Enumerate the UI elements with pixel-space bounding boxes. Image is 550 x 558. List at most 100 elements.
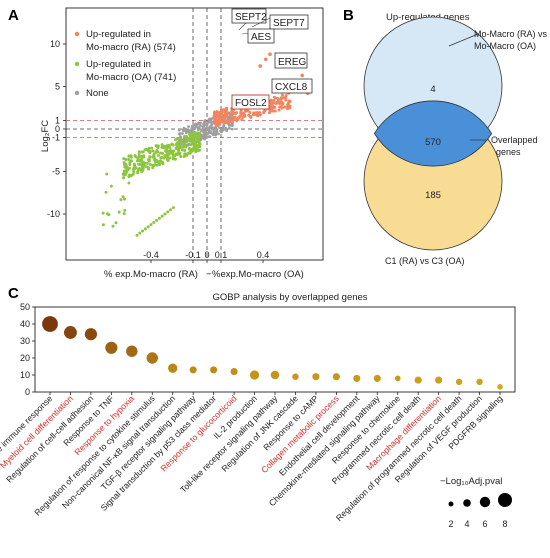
point-up-oa (190, 139, 194, 143)
point-up-oa (166, 158, 170, 162)
point-up-oa (175, 146, 179, 150)
point-up-ra (280, 103, 284, 107)
point-none (214, 133, 218, 137)
point-none (178, 132, 182, 135)
gobp-bubble (394, 375, 401, 382)
size-legend-dot-6 (479, 496, 491, 508)
point-none (230, 127, 234, 131)
point-up-oa (145, 161, 149, 165)
point-up-oa-tail (146, 225, 150, 229)
point-up-oa (168, 146, 172, 150)
point-none (177, 128, 181, 132)
labeled-point (264, 57, 268, 62)
gene-label-sept7: SEPT7 (273, 18, 305, 29)
point-up-ra (288, 106, 292, 110)
a-ytick-label: -5 (52, 167, 60, 177)
panel-a-xlabel-right: %exp.Mo-macro (OA) (212, 269, 304, 280)
legend-ra-line2: Mo-macro (RA) (574) (86, 42, 176, 53)
point-up-oa-outlier (111, 224, 115, 228)
point-none (207, 118, 210, 122)
point-up-oa (196, 148, 200, 152)
point-none (187, 125, 190, 129)
point-none (228, 126, 231, 130)
legend-none: None (86, 88, 109, 99)
point-up-ra (269, 99, 273, 103)
point-up-oa (184, 140, 188, 144)
point-up-oa (157, 162, 161, 166)
point-up-oa (175, 142, 179, 146)
point-up-oa (132, 170, 136, 174)
point-none (215, 127, 219, 131)
point-up-ra (231, 116, 235, 120)
gene-label-cxcl8: CXCL8 (275, 82, 308, 93)
panel-a-xlabel-minus: − (206, 269, 212, 280)
point-up-ra (214, 117, 218, 121)
gobp-bubble (210, 366, 218, 374)
point-up-oa-outlier (121, 195, 125, 199)
point-none (209, 124, 213, 128)
venn-bottom-label: C1 (RA) vs C3 (OA) (385, 256, 465, 266)
gobp-bubble (455, 378, 463, 385)
panel-c-bubbles (42, 316, 503, 390)
legend-oa-line2: Mo-macro (OA) (741) (86, 72, 176, 83)
gobp-bubble (476, 378, 483, 385)
gene-label-sept2: SEPT2 (235, 12, 267, 23)
point-none (199, 124, 202, 128)
point-up-ra (268, 111, 272, 115)
a-ytick-label: 1 (55, 116, 60, 126)
point-up-oa (165, 155, 169, 159)
point-none (217, 132, 220, 136)
point-up-oa (171, 157, 175, 161)
venn-top-label-1: Mo-Macro (RA) vs (474, 29, 548, 39)
point-up-ra (276, 98, 280, 102)
panel-c-letter: C (8, 285, 19, 302)
point-up-oa (141, 164, 145, 168)
point-up-oa (137, 158, 141, 162)
gobp-bubble (332, 373, 340, 381)
point-up-oa (148, 163, 152, 167)
point-up-oa (133, 154, 137, 158)
sept7-leader (251, 17, 271, 28)
point-up-oa (151, 166, 155, 170)
point-up-oa (189, 150, 193, 154)
point-up-oa-tail (163, 212, 167, 216)
point-up-oa (180, 148, 184, 152)
point-up-ra (215, 110, 219, 114)
point-up-oa-outlier (104, 190, 108, 194)
size-legend-label-8: 8 (502, 519, 507, 529)
point-up-oa (148, 155, 152, 159)
point-up-oa (194, 144, 198, 148)
aes-box (247, 28, 275, 44)
point-up-oa (170, 142, 174, 146)
a-xtick-label: 0.1 (215, 250, 228, 260)
point-none (191, 128, 194, 132)
point-up-ra (271, 109, 275, 113)
gobp-bubble (84, 328, 97, 341)
point-up-oa (143, 148, 147, 152)
point-up-oa (179, 154, 183, 158)
c-ytick-label: 50 (20, 302, 30, 312)
ereg-box (274, 52, 308, 69)
gobp-bubble (189, 366, 197, 374)
point-none (203, 121, 207, 125)
gobp-bubble (42, 316, 58, 332)
point-up-oa (151, 149, 155, 153)
gobp-bubble (146, 352, 158, 364)
point-up-oa (141, 150, 145, 154)
a-ytick-label: -1 (52, 133, 60, 143)
point-up-oa-tail (160, 214, 164, 218)
point-none (215, 130, 219, 133)
point-up-ra (220, 108, 224, 112)
legend-oa-line1: Up-regulated in (86, 59, 151, 70)
point-none (202, 127, 206, 131)
venn-top-label-2: Mo-Macro (OA) (474, 41, 536, 51)
point-up-oa (122, 157, 126, 161)
point-none (180, 132, 184, 135)
point-up-oa (182, 154, 186, 158)
point-up-oa-tail (171, 206, 175, 210)
point-up-ra (248, 111, 252, 115)
venn-overlap-label-2: genes (496, 147, 521, 157)
point-up-oa (195, 131, 199, 135)
point-up-oa (161, 162, 165, 166)
